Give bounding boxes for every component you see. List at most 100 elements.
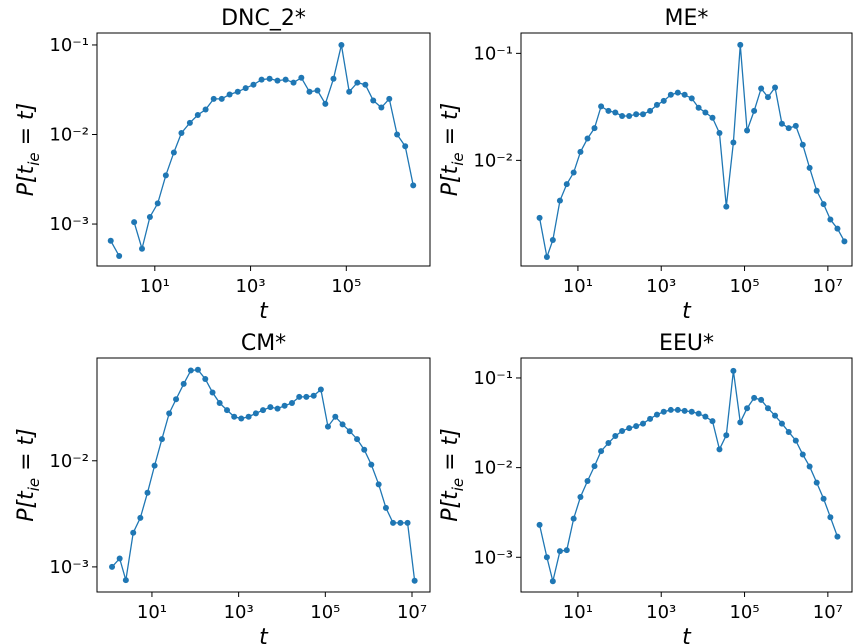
data-point bbox=[298, 74, 305, 81]
data-point bbox=[764, 405, 771, 412]
data-point bbox=[209, 389, 216, 396]
subplot-title: ME* bbox=[665, 6, 709, 31]
data-point bbox=[584, 477, 591, 484]
data-point bbox=[549, 578, 556, 585]
x-tick-label: 10¹ bbox=[563, 602, 593, 623]
data-point bbox=[751, 394, 758, 401]
data-point bbox=[310, 392, 317, 399]
data-point bbox=[702, 413, 709, 420]
x-tick-label: 10⁵ bbox=[729, 276, 759, 297]
data-point bbox=[339, 421, 346, 428]
data-point bbox=[378, 104, 385, 111]
data-point bbox=[785, 125, 792, 132]
data-point bbox=[758, 85, 765, 92]
data-point bbox=[619, 428, 626, 435]
data-point bbox=[695, 104, 702, 111]
y-tick-label: 10⁻² bbox=[49, 125, 89, 146]
y-axis-label: P[tie = t] bbox=[14, 103, 43, 197]
data-point bbox=[792, 122, 799, 129]
data-point bbox=[639, 111, 646, 118]
data-point bbox=[702, 109, 709, 116]
data-point bbox=[549, 237, 556, 244]
x-tick-label: 10¹ bbox=[140, 276, 170, 297]
data-point bbox=[151, 462, 158, 469]
y-tick-label: 10⁻³ bbox=[473, 547, 513, 568]
data-point bbox=[591, 125, 598, 132]
data-point bbox=[543, 254, 550, 261]
data-point bbox=[598, 448, 605, 455]
data-point bbox=[827, 216, 834, 223]
data-point bbox=[639, 420, 646, 427]
data-point bbox=[695, 410, 702, 417]
data-point bbox=[619, 112, 626, 119]
data-point bbox=[834, 225, 841, 232]
data-point bbox=[633, 423, 640, 430]
series-line bbox=[538, 370, 839, 582]
data-point bbox=[131, 219, 138, 226]
data-point bbox=[354, 436, 361, 443]
data-point bbox=[324, 423, 331, 430]
data-point bbox=[258, 76, 265, 83]
data-point bbox=[210, 95, 217, 102]
x-tick-label: 10⁵ bbox=[729, 602, 759, 623]
data-point bbox=[584, 135, 591, 142]
data-point bbox=[716, 446, 723, 453]
plot-frame bbox=[96, 357, 431, 593]
data-point bbox=[194, 366, 201, 373]
data-point bbox=[806, 164, 813, 171]
data-point bbox=[570, 169, 577, 176]
data-point bbox=[751, 107, 758, 114]
y-tick-label: 10⁻³ bbox=[49, 557, 89, 578]
y-tick-label: 10⁻¹ bbox=[473, 43, 513, 64]
data-point bbox=[146, 213, 153, 220]
data-point bbox=[543, 554, 550, 561]
data-point bbox=[536, 214, 543, 221]
data-point bbox=[218, 95, 225, 102]
data-point bbox=[653, 101, 660, 108]
data-point bbox=[194, 112, 201, 119]
data-point bbox=[841, 238, 848, 245]
x-tick-label: 10³ bbox=[235, 276, 265, 297]
data-point bbox=[667, 406, 674, 413]
x-tick-label: 10¹ bbox=[137, 602, 167, 623]
data-point bbox=[238, 415, 245, 422]
data-point bbox=[674, 89, 681, 96]
data-point bbox=[410, 182, 417, 189]
x-axis-label: t bbox=[259, 625, 269, 644]
plot-frame bbox=[520, 357, 853, 593]
data-point bbox=[166, 410, 173, 417]
x-tick-label: 10⁵ bbox=[331, 276, 361, 297]
data-point bbox=[178, 129, 185, 136]
data-point bbox=[139, 245, 146, 252]
data-point bbox=[806, 463, 813, 470]
data-point bbox=[368, 461, 375, 468]
data-point bbox=[162, 172, 169, 179]
y-tick-label: 10⁻³ bbox=[49, 214, 89, 235]
data-point bbox=[180, 380, 187, 387]
data-point bbox=[332, 413, 339, 420]
data-point bbox=[605, 440, 612, 447]
data-point bbox=[792, 437, 799, 444]
y-axis-label: P[tie = t] bbox=[438, 103, 467, 197]
data-point bbox=[674, 406, 681, 413]
x-axis-label: t bbox=[259, 299, 269, 324]
data-point bbox=[288, 400, 295, 407]
data-point bbox=[250, 81, 257, 88]
data-point bbox=[394, 131, 401, 138]
data-point bbox=[386, 95, 393, 102]
data-point bbox=[799, 141, 806, 148]
data-point bbox=[633, 111, 640, 118]
data-point bbox=[688, 95, 695, 102]
data-point bbox=[827, 514, 834, 521]
data-point bbox=[556, 197, 563, 204]
data-point bbox=[346, 88, 353, 95]
data-point bbox=[154, 200, 161, 207]
data-point bbox=[626, 425, 633, 432]
y-axis-label: P[tie = t] bbox=[438, 428, 467, 522]
x-tick-label: 10⁷ bbox=[813, 276, 843, 297]
data-point bbox=[764, 94, 771, 101]
data-point bbox=[758, 396, 765, 403]
data-point bbox=[612, 433, 619, 440]
data-point bbox=[116, 555, 123, 562]
data-point bbox=[563, 547, 570, 554]
